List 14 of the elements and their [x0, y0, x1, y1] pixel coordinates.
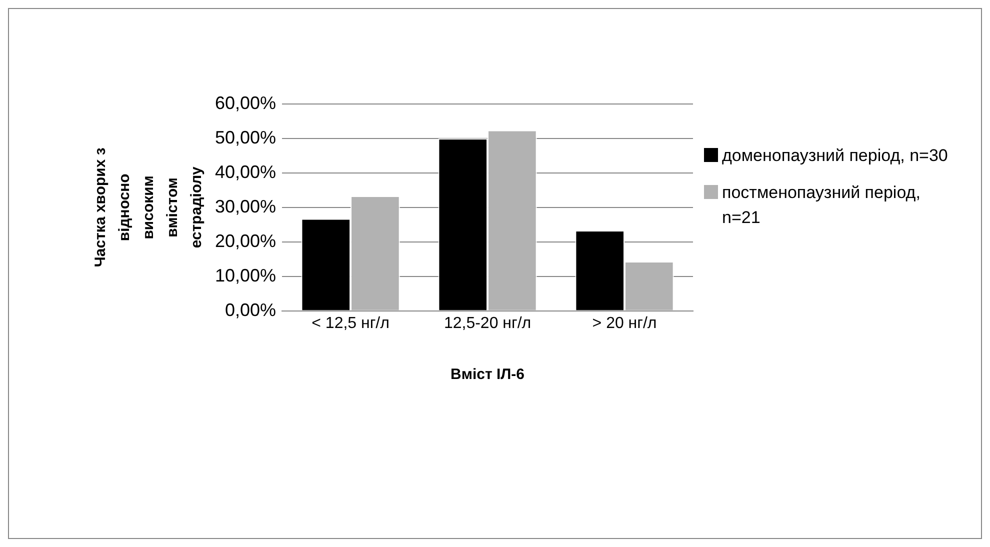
y-tick-label: 60,00% [214, 92, 276, 113]
legend-label: доменопаузний період, n=30 [722, 145, 948, 167]
legend-label: постменопаузний період, n=21 [722, 182, 922, 229]
x-tick-label: > 20 нг/л [592, 314, 657, 332]
y-tick-label: 0,00% [225, 300, 276, 320]
x-axis-title: Вміст ІЛ-6 [450, 366, 525, 384]
y-tick-label: 20,00% [214, 230, 276, 251]
x-tick-label: 12,5-20 нг/л [444, 314, 532, 332]
y-tick-label: 40,00% [214, 162, 276, 182]
y-tick-label: 50,00% [214, 127, 276, 148]
y-axis-title: Частка хворих з відносно високим вмістом естрадіолу [92, 148, 206, 268]
y-tick-label: 30,00% [214, 196, 276, 216]
y-tick-label: 10,00% [214, 265, 276, 286]
x-tick-label: < 12,5 нг/л [312, 314, 390, 332]
